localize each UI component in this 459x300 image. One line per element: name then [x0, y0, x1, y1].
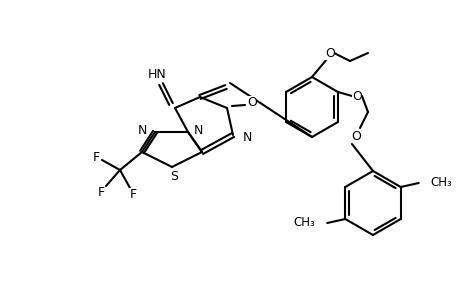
Text: N: N: [137, 124, 147, 136]
Text: F: F: [129, 188, 136, 200]
Text: N: N: [242, 130, 252, 143]
Text: O: O: [325, 46, 334, 59]
Text: F: F: [92, 151, 99, 164]
Text: HN: HN: [147, 68, 166, 80]
Text: F: F: [97, 185, 104, 199]
Text: O: O: [351, 89, 361, 103]
Text: O: O: [246, 95, 257, 109]
Text: N: N: [194, 124, 203, 136]
Text: CH₃: CH₃: [430, 176, 452, 190]
Text: S: S: [170, 169, 178, 182]
Text: CH₃: CH₃: [293, 217, 314, 230]
Text: O: O: [350, 130, 360, 142]
